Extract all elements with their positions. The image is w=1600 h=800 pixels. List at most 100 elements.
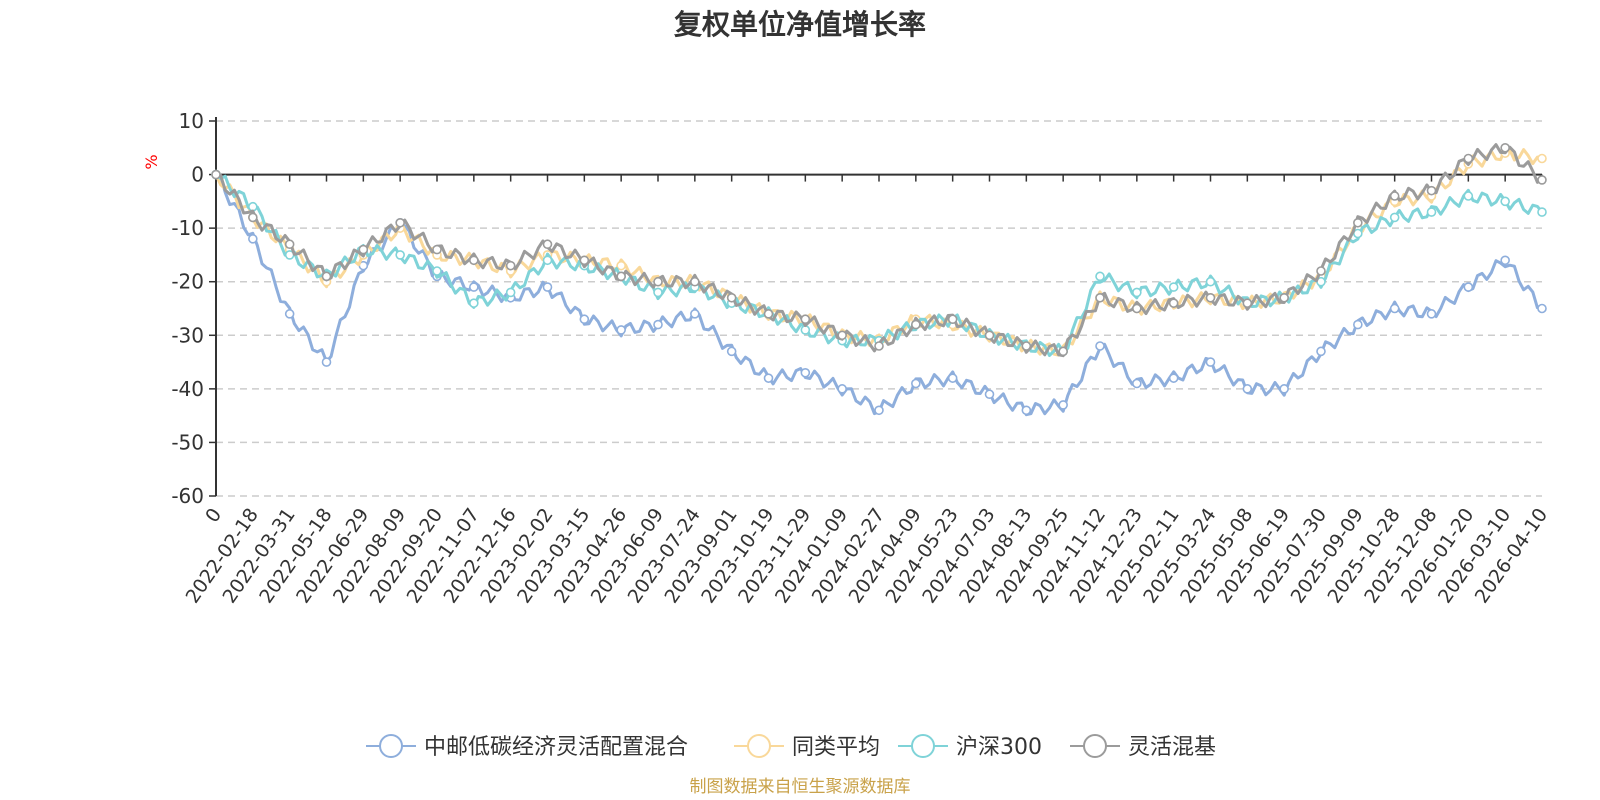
- data-point[interactable]: [616, 271, 626, 282]
- data-point[interactable]: [1168, 282, 1179, 292]
- data-point[interactable]: [984, 389, 995, 400]
- data-point[interactable]: [947, 314, 958, 325]
- data-point[interactable]: [726, 346, 737, 357]
- data-point[interactable]: [1132, 303, 1142, 314]
- data-point[interactable]: [690, 276, 700, 287]
- data-point[interactable]: [653, 276, 663, 287]
- data-point[interactable]: [1168, 373, 1179, 383]
- data-point[interactable]: [1132, 287, 1142, 298]
- data-point[interactable]: [1095, 271, 1105, 282]
- data-point[interactable]: [1426, 185, 1437, 196]
- data-point[interactable]: [1205, 276, 1216, 287]
- data-point[interactable]: [653, 319, 663, 330]
- y-tick-label: -10: [171, 216, 204, 240]
- data-point[interactable]: [579, 314, 590, 325]
- data-point[interactable]: [1242, 384, 1253, 394]
- data-point[interactable]: [1095, 341, 1105, 351]
- data-point[interactable]: [1537, 303, 1547, 314]
- data-point[interactable]: [211, 169, 221, 180]
- data-point[interactable]: [1205, 292, 1216, 303]
- data-point[interactable]: [1389, 212, 1400, 223]
- y-tick-label: -60: [171, 484, 204, 508]
- data-point[interactable]: [800, 367, 811, 378]
- data-point[interactable]: [1500, 196, 1510, 207]
- data-point[interactable]: [1021, 405, 1032, 416]
- data-point[interactable]: [284, 309, 295, 319]
- data-point[interactable]: [1279, 384, 1289, 394]
- data-point[interactable]: [1389, 303, 1400, 314]
- legend-item[interactable]: 灵活混基: [1070, 734, 1216, 760]
- data-point[interactable]: [432, 244, 442, 255]
- data-point[interactable]: [542, 239, 553, 250]
- data-point[interactable]: [248, 234, 258, 244]
- data-point[interactable]: [395, 217, 405, 228]
- data-point[interactable]: [321, 271, 332, 282]
- data-point[interactable]: [248, 212, 258, 223]
- data-point[interactable]: [505, 287, 516, 298]
- data-point[interactable]: [726, 292, 737, 303]
- data-point[interactable]: [1537, 175, 1547, 185]
- data-point[interactable]: [653, 287, 663, 298]
- data-point[interactable]: [1500, 255, 1510, 266]
- legend-item[interactable]: 同类平均: [734, 734, 880, 760]
- data-point[interactable]: [1132, 378, 1142, 389]
- data-point[interactable]: [1058, 400, 1068, 410]
- data-point[interactable]: [837, 330, 847, 341]
- data-point[interactable]: [690, 309, 700, 319]
- data-point[interactable]: [874, 405, 884, 416]
- data-point[interactable]: [1316, 266, 1326, 276]
- data-point[interactable]: [763, 373, 774, 383]
- data-point[interactable]: [1463, 153, 1474, 164]
- data-point[interactable]: [1353, 319, 1363, 330]
- data-point[interactable]: [1095, 292, 1105, 303]
- data-point[interactable]: [395, 250, 405, 260]
- legend-label: 同类平均: [792, 735, 880, 760]
- data-point[interactable]: [1058, 346, 1068, 357]
- grid-lines: [216, 120, 1542, 497]
- data-point[interactable]: [1500, 142, 1510, 153]
- data-point[interactable]: [1168, 298, 1179, 308]
- data-point[interactable]: [1021, 341, 1032, 351]
- data-point[interactable]: [1353, 217, 1363, 228]
- data-point[interactable]: [1205, 357, 1216, 367]
- data-point[interactable]: [1463, 282, 1474, 292]
- data-point[interactable]: [911, 319, 921, 330]
- data-point[interactable]: [579, 255, 590, 266]
- data-point[interactable]: [984, 330, 995, 341]
- data-point[interactable]: [542, 255, 553, 266]
- data-point[interactable]: [432, 266, 442, 276]
- data-point[interactable]: [800, 314, 811, 325]
- data-point[interactable]: [763, 309, 774, 319]
- legend-item[interactable]: 沪深300: [898, 734, 1042, 760]
- data-point[interactable]: [284, 239, 295, 250]
- data-point[interactable]: [1463, 191, 1474, 201]
- data-point[interactable]: [469, 255, 479, 266]
- data-point[interactable]: [1242, 298, 1253, 308]
- y-axis-label: %: [142, 154, 161, 169]
- data-point[interactable]: [616, 260, 626, 271]
- data-point[interactable]: [321, 357, 332, 367]
- data-point[interactable]: [469, 282, 479, 292]
- data-point[interactable]: [616, 325, 626, 335]
- data-point[interactable]: [1537, 153, 1547, 164]
- data-point[interactable]: [1279, 292, 1289, 303]
- data-point[interactable]: [469, 298, 479, 308]
- data-point[interactable]: [542, 282, 553, 292]
- data-point[interactable]: [1389, 191, 1400, 201]
- data-point[interactable]: [874, 341, 884, 351]
- axes: [215, 117, 1542, 496]
- data-point[interactable]: [1426, 207, 1437, 217]
- data-point[interactable]: [837, 384, 847, 394]
- data-point[interactable]: [358, 244, 369, 255]
- data-point[interactable]: [911, 378, 921, 389]
- data-point[interactable]: [505, 260, 516, 271]
- legend-label: 灵活混基: [1128, 735, 1216, 760]
- data-point[interactable]: [1537, 207, 1547, 217]
- data-point[interactable]: [1426, 309, 1437, 319]
- data-point[interactable]: [947, 373, 958, 383]
- y-axis-ticks: 10 0 -10 -20 -30 -40 -50 -60: [171, 109, 216, 508]
- data-point[interactable]: [800, 325, 811, 335]
- data-point[interactable]: [1316, 346, 1326, 357]
- legend-item[interactable]: 中邮低碳经济灵活配置混合: [366, 734, 688, 760]
